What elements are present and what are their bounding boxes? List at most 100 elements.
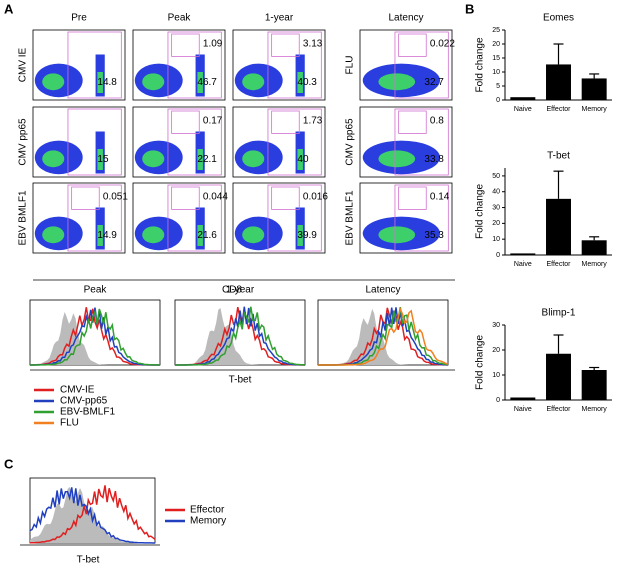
- bar: [546, 64, 571, 100]
- gate: [271, 33, 300, 57]
- gate-value: 0.14: [430, 192, 450, 203]
- legend-label: Memory: [190, 516, 226, 527]
- density: [97, 72, 103, 93]
- density: [142, 73, 165, 91]
- y-tick-label: 25: [492, 27, 500, 34]
- y-tick-label: 0: [496, 97, 500, 104]
- legend-label: Effector: [190, 505, 225, 516]
- gate-value: 0.022: [430, 39, 455, 50]
- histogram-curve: [29, 487, 155, 544]
- gate-value: 15: [97, 154, 109, 165]
- x-tick-label: Effector: [547, 106, 572, 113]
- y-tick-label: 40: [492, 189, 500, 196]
- gate-value: 0.051: [103, 192, 128, 203]
- column-title: Pre: [71, 13, 87, 24]
- gate-value: 46.7: [197, 77, 217, 88]
- gate: [71, 186, 100, 210]
- bar: [546, 353, 571, 400]
- density: [197, 72, 203, 93]
- row-label: CMV pp65: [345, 118, 356, 166]
- gate-value: 21.6: [197, 230, 217, 241]
- gate-value: 3.13: [303, 39, 323, 50]
- x-tick-label: Memory: [582, 106, 608, 113]
- bar: [581, 78, 607, 100]
- gate: [267, 108, 322, 176]
- gate-value: 40: [297, 154, 309, 165]
- density: [42, 150, 65, 168]
- y-tick-label: 50: [492, 173, 500, 180]
- gate-value: 40.3: [297, 77, 317, 88]
- histogram-title: Peak: [84, 285, 108, 296]
- density: [197, 225, 203, 246]
- gate: [67, 31, 122, 99]
- gate: [398, 110, 427, 134]
- gate: [267, 184, 322, 252]
- y-tick-label: 15: [492, 55, 500, 62]
- chart-title: Eomes: [543, 13, 574, 24]
- gate-value: 14.8: [97, 77, 117, 88]
- x-tick-label: Memory: [582, 261, 608, 268]
- density: [297, 149, 303, 170]
- panel-label: A: [4, 1, 14, 16]
- histogram-title: 1-year: [226, 285, 255, 296]
- gate: [267, 31, 322, 99]
- axis-label: T-bet: [77, 555, 100, 566]
- gate: [171, 110, 200, 134]
- x-tick-label: Memory: [582, 406, 608, 413]
- bar: [581, 240, 607, 255]
- legend-label: CMV-IE: [60, 385, 95, 396]
- histogram-fill: [318, 308, 448, 365]
- y-tick-label: 20: [492, 41, 500, 48]
- gate: [67, 108, 122, 176]
- x-tick-label: Effector: [547, 406, 572, 413]
- histogram-curve: [175, 306, 306, 366]
- density: [42, 226, 65, 244]
- gate: [167, 108, 222, 176]
- density: [378, 150, 416, 168]
- density: [378, 226, 416, 244]
- bar: [546, 198, 571, 255]
- density: [297, 72, 303, 93]
- gate: [171, 33, 200, 57]
- density: [242, 73, 265, 91]
- row-label: CMV pp65: [18, 118, 29, 166]
- gate: [167, 184, 222, 252]
- column-title: Latency: [388, 13, 423, 24]
- gate: [394, 108, 449, 176]
- bar: [510, 397, 536, 400]
- gate-value: 22.1: [197, 154, 217, 165]
- density: [242, 150, 265, 168]
- gate-value: 0.8: [430, 116, 444, 127]
- panel-label: B: [465, 1, 474, 16]
- y-tick-label: 30: [492, 204, 500, 211]
- bar: [510, 253, 536, 255]
- row-label: EBV BMLF1: [345, 190, 356, 245]
- density: [297, 225, 303, 246]
- y-tick-label: 5: [496, 83, 500, 90]
- gate: [394, 31, 449, 99]
- legend-label: FLU: [60, 418, 79, 429]
- row-label: EBV BMLF1: [18, 190, 29, 245]
- density: [197, 149, 203, 170]
- row-label: FLU: [345, 56, 356, 75]
- histogram-fill: [30, 486, 155, 543]
- density: [42, 73, 65, 91]
- axis-label: CD8: [222, 285, 242, 296]
- y-tick-label: 10: [492, 69, 500, 76]
- density: [97, 149, 103, 170]
- gate-value: 1.73: [303, 116, 323, 127]
- chart-title: Blimp-1: [542, 308, 576, 319]
- x-tick-label: Naive: [514, 261, 532, 268]
- histogram-title: Latency: [365, 285, 400, 296]
- column-title: Peak: [168, 13, 192, 24]
- bar: [581, 370, 607, 400]
- gate: [167, 31, 222, 99]
- density: [142, 226, 165, 244]
- gate-value: 0.016: [303, 192, 328, 203]
- y-axis-label: Fold change: [475, 37, 486, 92]
- legend-label: EBV-BMLF1: [60, 407, 115, 418]
- gate-value: 39.9: [297, 230, 317, 241]
- column-title: 1-year: [265, 13, 294, 24]
- bar: [510, 97, 536, 100]
- gate: [271, 110, 300, 134]
